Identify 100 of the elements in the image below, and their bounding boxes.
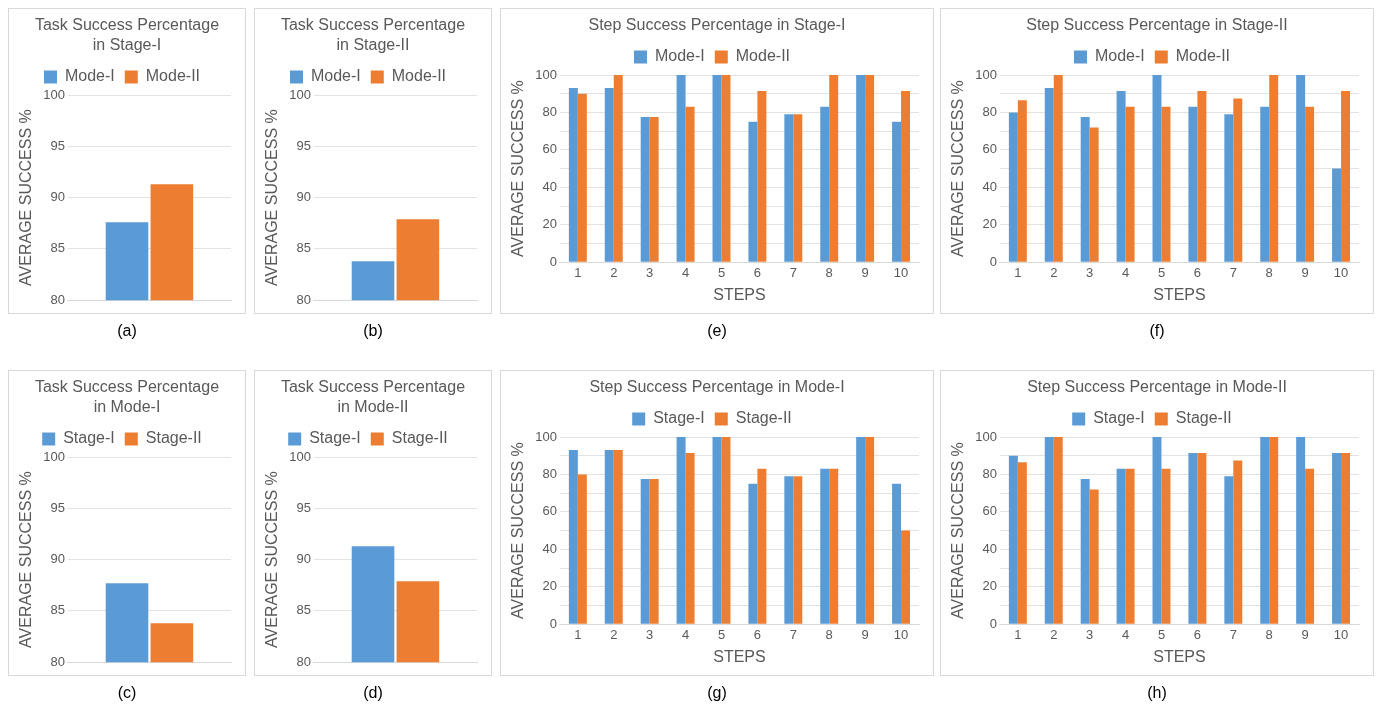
bar — [1161, 106, 1171, 262]
x-tick-label: 9 — [1301, 626, 1309, 642]
bar — [793, 476, 803, 624]
text: (f) — [1148, 322, 1166, 340]
y-tick-label: 100 — [43, 448, 65, 464]
x-tick-label: 8 — [1265, 626, 1273, 642]
y-axis-title: AVERAGE SUCCESS % — [17, 109, 35, 286]
x-tick-label: 1 — [1014, 626, 1022, 642]
y-tick-label: 85 — [296, 602, 311, 618]
bar — [1188, 106, 1198, 262]
bar — [1269, 75, 1279, 262]
x-tick-label: 7 — [789, 626, 797, 642]
legend-label: Mode-II — [391, 67, 447, 85]
bar — [865, 437, 875, 624]
y-tick-label: 0 — [549, 253, 557, 269]
legend-label: Stage-II — [735, 409, 792, 427]
x-tick-label: 7 — [1229, 626, 1237, 642]
legend-label: Stage-II — [145, 429, 202, 447]
y-tick-label: 0 — [549, 615, 557, 631]
x-axis-title: STEPS — [713, 647, 766, 665]
bar — [685, 106, 695, 262]
x-tick-label: 6 — [1193, 264, 1202, 280]
y-tick-label: 60 — [542, 503, 557, 519]
x-axis-title: STEPS — [713, 285, 766, 303]
bar — [901, 530, 911, 624]
bar — [604, 450, 614, 624]
y-tick-label: 40 — [982, 540, 997, 556]
chart-title: Step Success Percentage in Stage-II — [1025, 15, 1289, 35]
legend-label: Stage-II — [1175, 409, 1232, 427]
y-tick-label: 80 — [50, 653, 65, 669]
x-tick-label: 6 — [753, 264, 762, 280]
x-tick-label: 4 — [681, 626, 690, 642]
bar — [1341, 452, 1351, 624]
x-tick-label: 6 — [753, 626, 762, 642]
x-tick-label: 10 — [893, 264, 909, 280]
x-tick-label: 2 — [1050, 264, 1058, 280]
y-axis-title: AVERAGE SUCCESS % — [509, 80, 527, 257]
y-tick-label: 100 — [289, 86, 311, 102]
legend-label: Stage-II — [391, 429, 448, 447]
x-tick-label: 9 — [861, 626, 869, 642]
bar — [1008, 455, 1018, 624]
y-tick-label: 95 — [50, 137, 65, 153]
legend-label: Mode-I — [64, 67, 115, 85]
bar — [1017, 462, 1027, 624]
x-tick-label: 3 — [1086, 264, 1094, 280]
x-tick-label: 10 — [1333, 264, 1349, 280]
text: (b) — [362, 322, 384, 340]
bar — [865, 75, 875, 262]
bar — [829, 468, 839, 624]
bar — [1269, 437, 1279, 624]
y-tick-label: 95 — [50, 499, 65, 515]
y-tick-label: 85 — [50, 602, 65, 618]
bar — [1044, 437, 1054, 624]
x-tick-label: 4 — [1121, 626, 1130, 642]
bar — [613, 450, 623, 624]
y-tick-label: 100 — [535, 66, 557, 82]
bar — [1089, 127, 1099, 262]
y-tick-label: 90 — [296, 551, 311, 567]
bar — [1116, 90, 1126, 262]
bar — [892, 483, 902, 624]
chart-title: Task Success Percentage in Stage-II — [279, 15, 467, 55]
bar — [1125, 106, 1135, 262]
bar — [1296, 437, 1306, 624]
y-tick-label: 85 — [50, 240, 65, 256]
chart-title: Task Success Percentage in Mode-I — [33, 377, 221, 417]
bar — [685, 452, 695, 624]
bar — [1233, 460, 1243, 624]
x-tick-label: 10 — [1333, 626, 1349, 642]
y-tick-label: 20 — [542, 216, 557, 232]
chart-title: Task Success Percentage in Mode-II — [279, 377, 467, 417]
chart-title: Task Success Percentage in Stage-I — [33, 15, 221, 55]
text: (d) — [362, 684, 384, 702]
legend-label: Mode-I — [1094, 47, 1145, 65]
bar — [1224, 476, 1234, 624]
y-tick-label: 60 — [982, 141, 997, 157]
bar — [1161, 468, 1171, 624]
chart-title: Step Success Percentage in Mode-II — [1026, 377, 1288, 397]
x-tick-label: 8 — [825, 626, 833, 642]
bar — [721, 437, 731, 624]
y-tick-label: 20 — [982, 578, 997, 594]
x-tick-label: 8 — [825, 264, 833, 280]
bar — [1197, 90, 1207, 262]
y-tick-label: 95 — [296, 499, 311, 515]
bar — [1044, 88, 1054, 262]
bar — [577, 474, 587, 624]
y-tick-label: 80 — [296, 653, 311, 669]
y-axis-title: AVERAGE SUCCESS % — [17, 471, 35, 648]
legend-label: Stage-I — [653, 409, 705, 427]
x-tick-label: 1 — [574, 626, 582, 642]
bar — [784, 114, 794, 262]
bar — [1332, 168, 1342, 262]
y-tick-label: 0 — [989, 615, 997, 631]
x-axis-title: STEPS — [1153, 647, 1206, 665]
bar — [1224, 114, 1234, 262]
bar — [1305, 468, 1315, 624]
x-tick-label: 10 — [893, 626, 909, 642]
bar — [613, 75, 623, 262]
bar — [820, 468, 830, 624]
x-tick-label: 2 — [1050, 626, 1058, 642]
legend-label: Mode-I — [310, 67, 361, 85]
